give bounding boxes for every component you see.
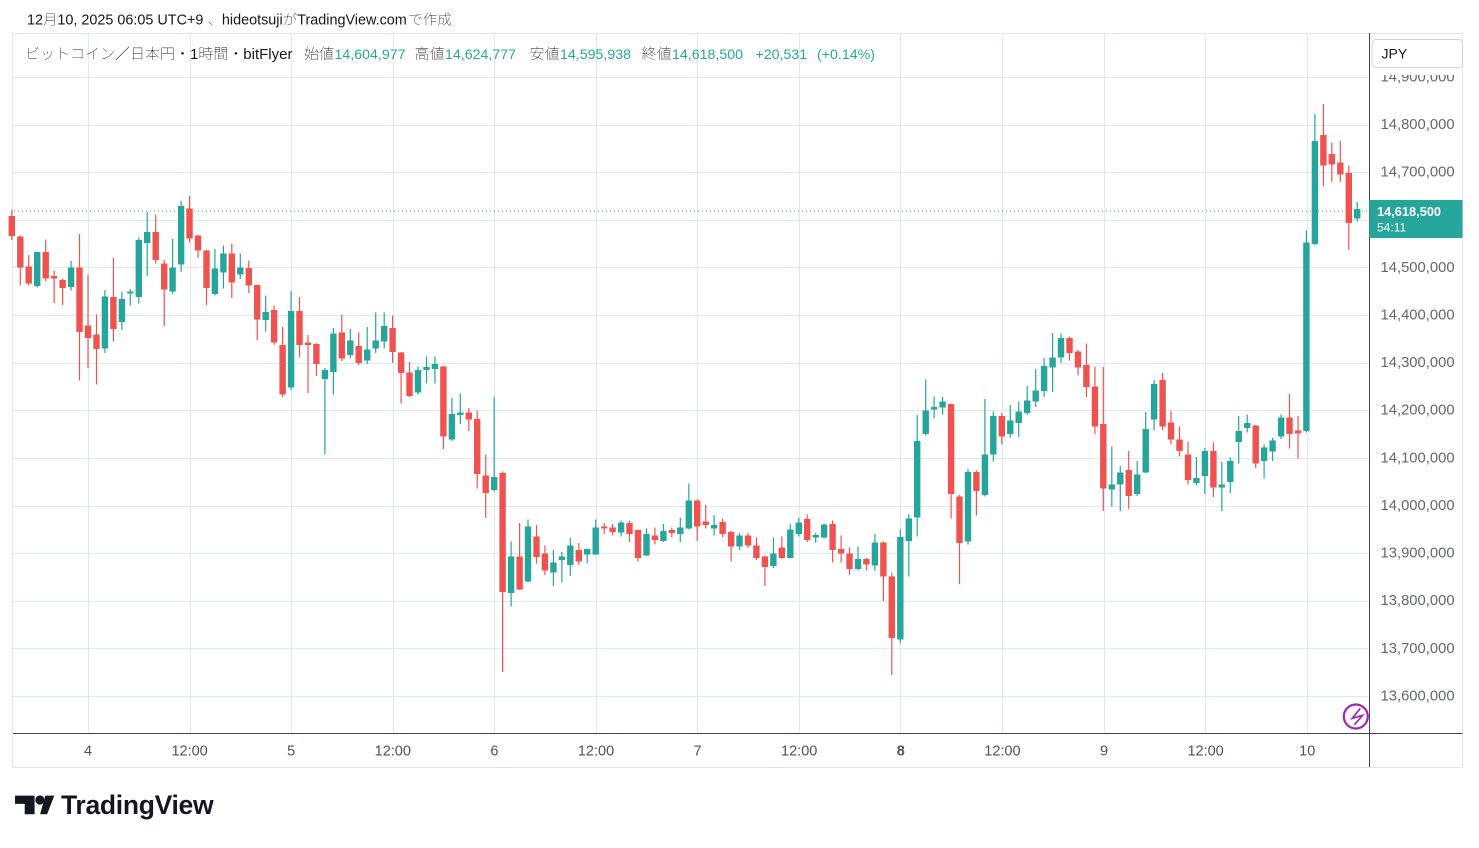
svg-text:(+0.14%): (+0.14%)	[817, 47, 875, 63]
svg-text:12:00: 12:00	[781, 744, 817, 760]
svg-text:14,300,000: 14,300,000	[1381, 355, 1455, 371]
svg-text:12:00: 12:00	[578, 744, 614, 760]
svg-text:14,000,000: 14,000,000	[1381, 498, 1455, 514]
svg-text:14,624,777: 14,624,777	[445, 47, 516, 63]
svg-text:TradingView.com: TradingView.com	[297, 13, 407, 29]
svg-text:10: 10	[1299, 744, 1315, 760]
svg-text:14,618,500: 14,618,500	[1377, 204, 1441, 219]
svg-text:14,604,977: 14,604,977	[335, 47, 406, 63]
svg-text:5: 5	[287, 744, 295, 760]
svg-text:54:11: 54:11	[1377, 221, 1406, 235]
svg-text:14,700,000: 14,700,000	[1381, 165, 1455, 181]
svg-text:TradingView: TradingView	[61, 790, 214, 820]
svg-text:bitFlyer: bitFlyer	[243, 46, 292, 63]
svg-text:12: 12	[27, 13, 43, 29]
svg-text:13,700,000: 13,700,000	[1381, 641, 1455, 657]
svg-text:13,800,000: 13,800,000	[1381, 593, 1455, 609]
svg-text:JPY: JPY	[1382, 46, 1408, 62]
svg-text:13,600,000: 13,600,000	[1381, 689, 1455, 705]
svg-text:8: 8	[897, 744, 905, 760]
svg-text:13,900,000: 13,900,000	[1381, 546, 1455, 562]
svg-text:hideotsuji: hideotsuji	[222, 13, 283, 29]
svg-text:14,595,938: 14,595,938	[560, 47, 631, 63]
svg-text:12:00: 12:00	[171, 744, 207, 760]
svg-text:12:00: 12:00	[1187, 744, 1223, 760]
svg-text:14,100,000: 14,100,000	[1381, 450, 1455, 466]
svg-text:7: 7	[694, 744, 702, 760]
svg-text:14,800,000: 14,800,000	[1381, 117, 1455, 133]
svg-text:9: 9	[1100, 744, 1108, 760]
svg-text:14,618,500: 14,618,500	[672, 47, 743, 63]
svg-text:12:00: 12:00	[984, 744, 1020, 760]
svg-text:14,400,000: 14,400,000	[1381, 308, 1455, 324]
svg-text:12:00: 12:00	[375, 744, 411, 760]
svg-text:10, 2025 06:05 UTC+9: 10, 2025 06:05 UTC+9	[57, 13, 203, 29]
svg-text:6: 6	[490, 744, 498, 760]
svg-text:14,500,000: 14,500,000	[1381, 260, 1455, 276]
svg-text:1: 1	[190, 46, 198, 63]
svg-text:4: 4	[84, 744, 92, 760]
svg-text:+20,531: +20,531	[756, 47, 808, 63]
svg-text:14,200,000: 14,200,000	[1381, 403, 1455, 419]
